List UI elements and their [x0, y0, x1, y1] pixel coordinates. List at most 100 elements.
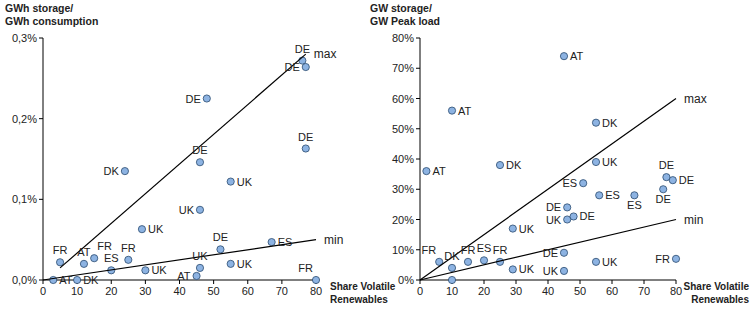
- point: [560, 249, 567, 256]
- point-label: ES: [563, 177, 578, 189]
- x-tick-label: 20: [105, 285, 117, 297]
- y-tick: [39, 118, 43, 119]
- point-label: DE: [679, 174, 694, 186]
- point: [121, 168, 128, 175]
- x-tick-label: 80: [670, 285, 682, 297]
- point-label: UK: [237, 176, 253, 188]
- x-tick: [213, 280, 214, 284]
- x-tick: [580, 280, 581, 284]
- x-tick-label: 80: [310, 285, 322, 297]
- point: [196, 264, 203, 271]
- point-label: AT: [458, 105, 472, 117]
- x-tick: [516, 280, 517, 284]
- point-label: FR: [493, 244, 508, 256]
- point-label: FR: [298, 262, 313, 274]
- point: [268, 238, 275, 245]
- y-axis-label: GWh consumption: [5, 15, 98, 27]
- y-axis-label: GW storage/: [370, 2, 432, 14]
- trend-line: [60, 54, 306, 268]
- y-axis-label: GW Peak load: [370, 15, 440, 27]
- y-tick: [416, 98, 420, 99]
- x-tick-label: 40: [173, 285, 185, 297]
- x-tick-label: 10: [71, 285, 83, 297]
- point: [91, 255, 98, 262]
- point-label: DE: [213, 231, 228, 243]
- point: [631, 192, 638, 199]
- point: [423, 168, 430, 175]
- y-tick: [39, 280, 43, 281]
- y-tick: [416, 189, 420, 190]
- point-label: DK: [602, 117, 618, 129]
- point-label: DE: [543, 247, 558, 259]
- point: [193, 272, 200, 279]
- y-tick-label: 70%: [392, 62, 414, 74]
- y-tick-label: 30%: [392, 183, 414, 195]
- point: [125, 256, 132, 263]
- point: [580, 180, 587, 187]
- x-tick: [43, 280, 44, 284]
- y-tick: [416, 128, 420, 129]
- y-tick: [416, 249, 420, 250]
- y-axis-line: [43, 38, 44, 280]
- x-tick: [281, 280, 282, 284]
- point: [312, 276, 319, 283]
- point: [570, 213, 577, 220]
- y-tick: [416, 68, 420, 69]
- point: [448, 264, 455, 271]
- point-label: DE: [659, 159, 674, 171]
- point: [56, 259, 63, 266]
- point: [660, 186, 667, 193]
- y-tick: [416, 159, 420, 160]
- plot-area: [420, 53, 680, 284]
- point: [227, 178, 234, 185]
- point-label: UK: [192, 250, 208, 262]
- y-tick-label: 0%: [398, 274, 414, 286]
- point-label: AT: [177, 270, 191, 282]
- point-label: UK: [543, 265, 559, 277]
- y-tick-label: 0,1%: [12, 193, 37, 205]
- x-tick: [644, 280, 645, 284]
- point: [217, 246, 224, 253]
- point: [509, 266, 516, 273]
- point: [302, 63, 309, 70]
- point-label: FR: [655, 253, 670, 265]
- point-label: DK: [444, 250, 460, 262]
- x-tick-label: 50: [574, 285, 586, 297]
- point-label: ES: [477, 242, 492, 254]
- x-tick: [484, 280, 485, 284]
- point-label: DE: [580, 210, 595, 222]
- x-tick-label: 60: [242, 285, 254, 297]
- point: [448, 276, 455, 283]
- x-tick-label: 50: [208, 285, 220, 297]
- point-label: AT: [59, 274, 73, 286]
- point-label: AT: [432, 165, 446, 177]
- point: [142, 267, 149, 274]
- point: [74, 276, 81, 283]
- x-tick-label: 40: [542, 285, 554, 297]
- point: [496, 161, 503, 168]
- labels: FRATFRESFRDKUKUKDEDEUKUKUKATDEUKESDEDEDE…: [53, 43, 344, 286]
- y-tick: [416, 38, 420, 39]
- x-tick-label: 70: [276, 285, 288, 297]
- x-axis-label: Renewables: [691, 294, 749, 305]
- point-label: FR: [121, 242, 136, 254]
- chart-0: GWh storage/GWh consumptionShare Volatil…: [5, 2, 396, 305]
- line-label: min: [684, 213, 703, 227]
- x-tick-label: 60: [606, 285, 618, 297]
- x-tick: [145, 280, 146, 284]
- y-tick-label: 0,2%: [12, 113, 37, 125]
- y-tick-label: 10%: [392, 244, 414, 256]
- x-tick: [612, 280, 613, 284]
- point: [672, 255, 679, 262]
- y-tick-label: 60%: [392, 93, 414, 105]
- point-label: DK: [506, 159, 522, 171]
- line-label: min: [324, 233, 343, 247]
- point-label: DE: [295, 43, 310, 55]
- point-label: AT: [570, 50, 584, 62]
- x-tick-label: 0: [417, 285, 423, 297]
- point: [302, 145, 309, 152]
- point: [592, 119, 599, 126]
- trend-line: [420, 220, 676, 281]
- point: [560, 267, 567, 274]
- point: [448, 107, 455, 114]
